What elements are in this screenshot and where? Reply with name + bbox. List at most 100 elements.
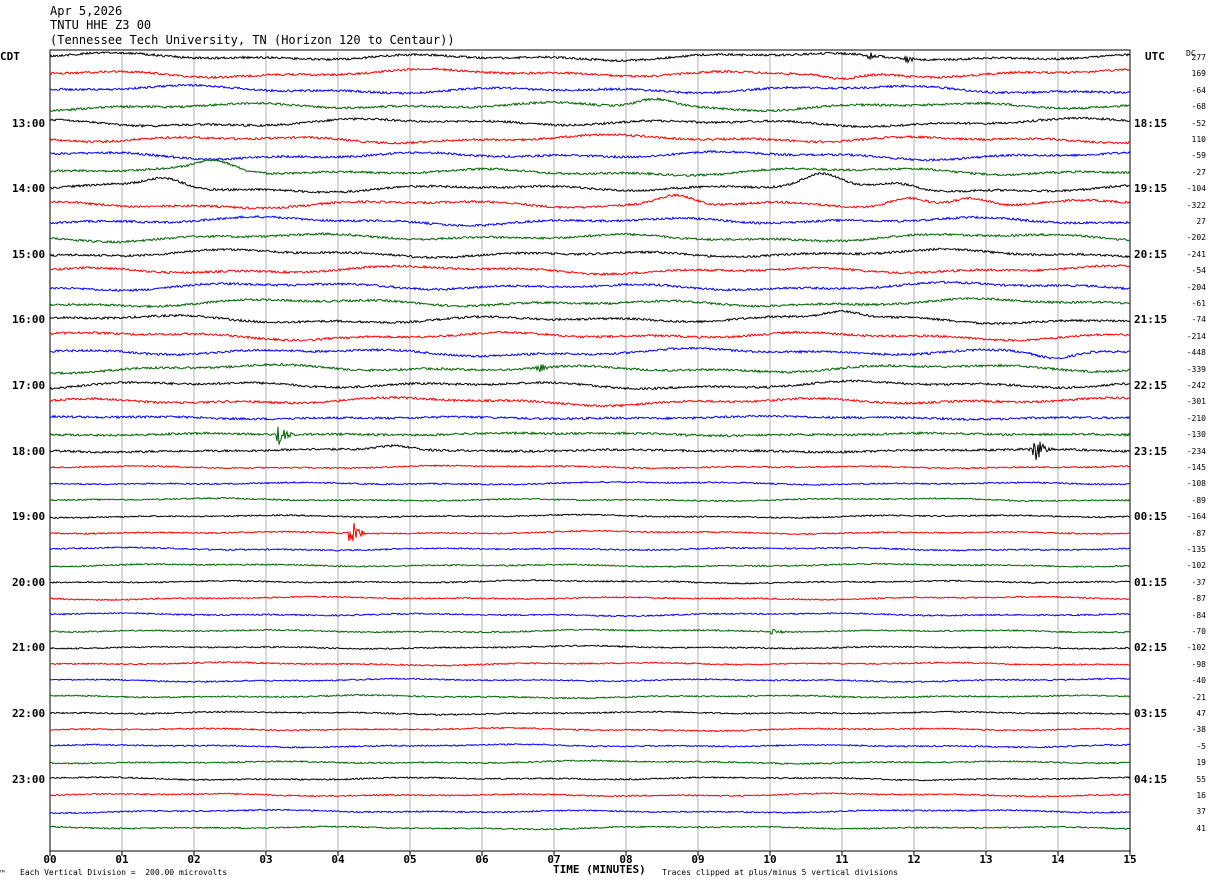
seismic-trace bbox=[49, 522, 1131, 542]
right-hour-label: 22:15 bbox=[1134, 379, 1168, 392]
dc-offset-value: -164 bbox=[1186, 512, 1206, 522]
seismic-trace bbox=[49, 193, 1131, 211]
seismic-trace bbox=[49, 362, 1131, 376]
seismic-trace bbox=[49, 172, 1131, 194]
dc-offset-value: -89 bbox=[1191, 495, 1206, 505]
left-hour-label: 16:00 bbox=[12, 313, 46, 327]
dc-offset-value: -68 bbox=[1191, 102, 1206, 112]
seismic-trace bbox=[49, 644, 1130, 651]
seismic-trace bbox=[49, 661, 1131, 667]
dc-offset-value: -210 bbox=[1186, 413, 1206, 423]
dc-offset-value: -59 bbox=[1191, 151, 1206, 161]
x-tick-label: 09 bbox=[691, 853, 704, 866]
dc-offset-value: 16 bbox=[1196, 791, 1206, 800]
dc-offset-value: -61 bbox=[1191, 299, 1206, 308]
seismic-trace bbox=[49, 231, 1130, 244]
seismic-trace bbox=[49, 775, 1131, 782]
x-tick-label: 08 bbox=[619, 853, 632, 866]
clip-note: Traces clipped at plus/minus 5 vertical … bbox=[662, 868, 899, 877]
seismic-trace bbox=[49, 792, 1131, 798]
seismic-trace bbox=[49, 83, 1131, 95]
dc-offset-value: 110 bbox=[1191, 135, 1206, 144]
seismic-trace bbox=[49, 710, 1131, 716]
seismic-trace bbox=[49, 51, 1131, 65]
dc-offset-value: -214 bbox=[1186, 331, 1206, 341]
left-hour-label: 17:00 bbox=[12, 379, 46, 392]
left-hour-label: 15:00 bbox=[12, 247, 46, 261]
right-hour-label: 23:15 bbox=[1134, 444, 1168, 458]
dc-offset-value: -145 bbox=[1186, 463, 1206, 472]
dc-offset-value: -104 bbox=[1186, 184, 1206, 194]
dc-offset-value: -130 bbox=[1186, 430, 1206, 440]
dc-offset-value: 19 bbox=[1196, 758, 1206, 768]
seismic-trace bbox=[49, 247, 1131, 260]
station-location: (Tennessee Tech University, TN (Horizon … bbox=[50, 33, 455, 47]
seismic-trace bbox=[49, 480, 1131, 486]
left-hour-label: 19:00 bbox=[12, 510, 46, 524]
left-hour-label: 21:00 bbox=[12, 641, 46, 655]
seismic-trace bbox=[49, 296, 1131, 309]
x-tick-label: 04 bbox=[331, 853, 345, 866]
x-tick-label: 10 bbox=[763, 853, 776, 866]
dc-offset-value: -87 bbox=[1191, 528, 1206, 538]
dc-offset-value: -64 bbox=[1191, 85, 1206, 95]
seismic-trace bbox=[49, 132, 1131, 145]
seismic-trace bbox=[49, 264, 1131, 276]
seismic-trace bbox=[49, 67, 1131, 81]
dc-offset-value: -339 bbox=[1186, 364, 1206, 374]
x-tick-label: 03 bbox=[259, 853, 272, 866]
seismic-trace bbox=[50, 759, 1131, 766]
seismic-trace bbox=[49, 808, 1131, 815]
right-hour-label: 18:15 bbox=[1134, 116, 1168, 130]
seismic-trace bbox=[49, 677, 1131, 683]
dc-offset-value: -21 bbox=[1191, 692, 1206, 702]
seismic-trace bbox=[50, 562, 1131, 569]
seismic-trace bbox=[49, 693, 1131, 700]
x-tick-label: 02 bbox=[187, 853, 200, 866]
seismic-trace bbox=[49, 726, 1131, 733]
station-code: TNTU HHE Z3 00 bbox=[50, 18, 152, 32]
seismic-trace bbox=[49, 96, 1131, 113]
x-tick-label: 00 bbox=[43, 853, 56, 866]
dc-offset-value: 277 bbox=[1191, 53, 1206, 62]
dc-offset-value: -70 bbox=[1191, 627, 1206, 636]
seismic-trace bbox=[49, 280, 1131, 292]
dc-offset-value: -241 bbox=[1186, 249, 1206, 259]
dc-offset-value: 47 bbox=[1196, 709, 1206, 718]
seismic-trace bbox=[49, 513, 1131, 520]
seismic-trace bbox=[49, 158, 1131, 178]
seismic-trace bbox=[49, 612, 1131, 618]
seismic-trace bbox=[49, 346, 1131, 360]
dc-offset-value: -5 bbox=[1196, 741, 1206, 751]
dc-offset-value: -301 bbox=[1186, 397, 1206, 407]
dc-offset-value: -102 bbox=[1186, 561, 1206, 571]
dc-offset-value: -204 bbox=[1186, 282, 1206, 292]
right-hour-label: 03:15 bbox=[1134, 707, 1168, 720]
corner-mark: ™ bbox=[0, 869, 5, 878]
x-tick-label: 06 bbox=[475, 853, 489, 866]
right-hour-label: 01:15 bbox=[1134, 575, 1168, 589]
x-tick-label: 01 bbox=[115, 853, 129, 866]
dc-offset-value: -108 bbox=[1186, 479, 1206, 489]
right-hour-label: 00:15 bbox=[1134, 510, 1168, 524]
dc-offset-value: -38 bbox=[1191, 725, 1206, 735]
dc-offset-value: -135 bbox=[1186, 545, 1206, 554]
dc-offset-value: -27 bbox=[1191, 167, 1206, 177]
seismic-trace bbox=[49, 379, 1131, 391]
seismic-trace bbox=[49, 149, 1131, 162]
seismic-trace bbox=[49, 441, 1131, 461]
dc-offset-value: -52 bbox=[1191, 118, 1206, 128]
dc-offset-value: -74 bbox=[1191, 315, 1206, 325]
dc-offset-value: -84 bbox=[1191, 610, 1206, 620]
right-hour-label: 02:15 bbox=[1134, 641, 1168, 655]
seismic-trace bbox=[49, 215, 1131, 227]
left-hour-label: 18:00 bbox=[12, 444, 46, 458]
x-tick-label: 15 bbox=[1123, 853, 1136, 866]
dc-offset-value: -234 bbox=[1186, 446, 1206, 456]
left-hour-label: 14:00 bbox=[12, 182, 46, 196]
x-tick-label: 05 bbox=[403, 853, 416, 866]
right-hour-label: 19:15 bbox=[1134, 182, 1168, 196]
dc-offset-value: 27 bbox=[1196, 217, 1206, 226]
dc-offset-value: -87 bbox=[1191, 594, 1206, 604]
x-tick-label: 13 bbox=[979, 853, 992, 866]
